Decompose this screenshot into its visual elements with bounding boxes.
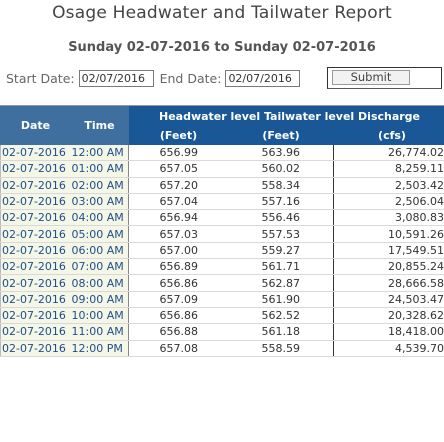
time-cell: 01:00 AM (70, 160, 129, 178)
time-cell: 07:00 AM (70, 258, 129, 276)
headwater-cell: 657.09 (128, 291, 229, 308)
headwater-cell: 656.86 (128, 274, 229, 292)
discharge-cell: 2,506.04 (332, 193, 444, 211)
headwater-cell: 657.05 (128, 160, 229, 178)
tailwater-cell: 561.90 (228, 291, 334, 308)
end-date-input[interactable] (225, 69, 301, 87)
date-cell: 02-07-2016 (0, 274, 71, 292)
discharge-cell: 3,080.83 (332, 209, 444, 227)
date-cell: 02-07-2016 (0, 307, 71, 325)
discharge-cell: 10,591.26 (332, 225, 444, 243)
tailwater-cell: 557.16 (228, 193, 334, 211)
date-cell: 02-07-2016 (0, 160, 71, 178)
table-row: 02-07-2016 03:00 AM 657.04 557.16 2,506.04 (0, 193, 444, 211)
table-row: 02-07-2016 07:00 AM 656.89 561.71 20,855.24 (0, 258, 444, 276)
date-cell: 02-07-2016 (0, 340, 71, 357)
time-cell: 09:00 AM (70, 291, 129, 308)
tailwater-cell: 561.71 (228, 258, 334, 276)
tailwater-cell: 556.46 (228, 209, 334, 227)
headwater-cell: 656.88 (128, 323, 229, 341)
table-row: 02-07-2016 12:00 PM 657.08 558.59 4,539.70 (0, 340, 444, 357)
tailwater-cell: 562.52 (228, 307, 334, 325)
report-table: Date Time Headwater level Tailwater leve… (0, 106, 444, 357)
headwater-cell: 657.20 (128, 177, 229, 194)
date-cell: 02-07-2016 (0, 258, 71, 276)
submit-button[interactable]: Submit (332, 70, 410, 85)
tailwater-cell: 562.87 (228, 274, 334, 292)
submit-container: Submit (327, 67, 442, 89)
date-cell: 02-07-2016 (0, 225, 71, 243)
tailwater-cell: 558.34 (228, 177, 334, 194)
table-row: 02-07-2016 04:00 AM 656.94 556.46 3,080.83 (0, 209, 444, 227)
table-row: 02-07-2016 10:00 AM 656.86 562.52 20,328.62 (0, 307, 444, 325)
discharge-cell: 26,774.02 (332, 144, 444, 162)
tailwater-cell: 557.53 (228, 225, 334, 243)
end-date-label: End Date: (159, 70, 222, 86)
tailwater-cell: 561.18 (228, 323, 334, 341)
headwater-cell: 657.04 (128, 193, 229, 211)
time-cell: 10:00 AM (70, 307, 129, 325)
date-cell: 02-07-2016 (0, 209, 71, 227)
table-row: 02-07-2016 02:00 AM 657.20 558.34 2,503.42 (0, 177, 444, 194)
time-cell: 11:00 AM (70, 323, 129, 341)
tailwater-cell: 560.02 (228, 160, 334, 178)
start-date-input[interactable] (78, 69, 154, 87)
table-row: 02-07-2016 12:00 AM 656.99 563.96 26,774.02 (0, 144, 444, 162)
table-row: 02-07-2016 08:00 AM 656.86 562.87 28,666.58 (0, 274, 444, 292)
discharge-cell: 4,539.70 (332, 340, 444, 357)
report-table-container: Date Time Headwater level Tailwater leve… (0, 105, 444, 442)
page-title: Osage Headwater and Tailwater Report (52, 3, 392, 23)
date-cell: 02-07-2016 (0, 177, 71, 194)
discharge-cell: 18,418.00 (332, 323, 444, 341)
tailwater-cell: 558.59 (228, 340, 334, 357)
discharge-unit-header: (cfs) (332, 125, 444, 145)
time-cell: 04:00 AM (70, 209, 129, 227)
date-cell: 02-07-2016 (0, 242, 71, 260)
time-cell: 06:00 AM (70, 242, 129, 260)
time-cell: 08:00 AM (70, 274, 129, 292)
headwater-cell: 657.08 (128, 340, 229, 357)
headwater-unit-header: (Feet) (128, 125, 229, 145)
discharge-cell: 24,503.47 (332, 291, 444, 308)
start-date-label: Start Date: (6, 70, 75, 86)
discharge-cell: 28,666.58 (332, 274, 444, 292)
discharge-cell: 2,503.42 (332, 177, 444, 194)
headwater-cell: 657.03 (128, 225, 229, 243)
time-cell: 12:00 AM (70, 144, 129, 162)
time-column-header: Time (70, 106, 129, 145)
table-row: 02-07-2016 05:00 AM 657.03 557.53 10,591.26 (0, 225, 444, 243)
discharge-cell: 20,855.24 (332, 258, 444, 276)
table-row: 02-07-2016 06:00 AM 657.00 559.27 17,549.51 (0, 242, 444, 260)
discharge-cell: 8,259.11 (332, 160, 444, 178)
headwater-cell: 656.89 (128, 258, 229, 276)
headwater-cell: 656.94 (128, 209, 229, 227)
headwater-cell: 656.86 (128, 307, 229, 325)
time-cell: 03:00 AM (70, 193, 129, 211)
headwater-cell: 656.99 (128, 144, 229, 162)
time-cell: 12:00 PM (70, 340, 129, 357)
measurement-group-header: Headwater level Tailwater level Discharg… (127, 106, 444, 126)
time-cell: 02:00 AM (70, 177, 129, 194)
date-cell: 02-07-2016 (0, 291, 71, 308)
date-cell: 02-07-2016 (0, 193, 71, 211)
date-cell: 02-07-2016 (0, 144, 71, 162)
headwater-cell: 657.00 (128, 242, 229, 260)
date-cell: 02-07-2016 (0, 323, 71, 341)
date-range-subtitle: Sunday 02-07-2016 to Sunday 02-07-2016 (68, 40, 376, 55)
discharge-cell: 17,549.51 (332, 242, 444, 260)
date-column-header: Date (0, 106, 71, 145)
tailwater-cell: 559.27 (228, 242, 334, 260)
table-row: 02-07-2016 01:00 AM 657.05 560.02 8,259.11 (0, 160, 444, 178)
table-body: 02-07-2016 12:00 AM 656.99 563.96 26,774.02 0… (0, 144, 444, 357)
tailwater-unit-header: (Feet) (228, 125, 334, 145)
table-row: 02-07-2016 11:00 AM 656.88 561.18 18,418.00 (0, 323, 444, 341)
discharge-cell: 20,328.62 (332, 307, 444, 325)
table-row: 02-07-2016 09:00 AM 657.09 561.90 24,503.47 (0, 291, 444, 308)
tailwater-cell: 563.96 (228, 144, 334, 162)
time-cell: 05:00 AM (70, 225, 129, 243)
date-filter-form: Start Date: End Date: (6, 67, 306, 89)
